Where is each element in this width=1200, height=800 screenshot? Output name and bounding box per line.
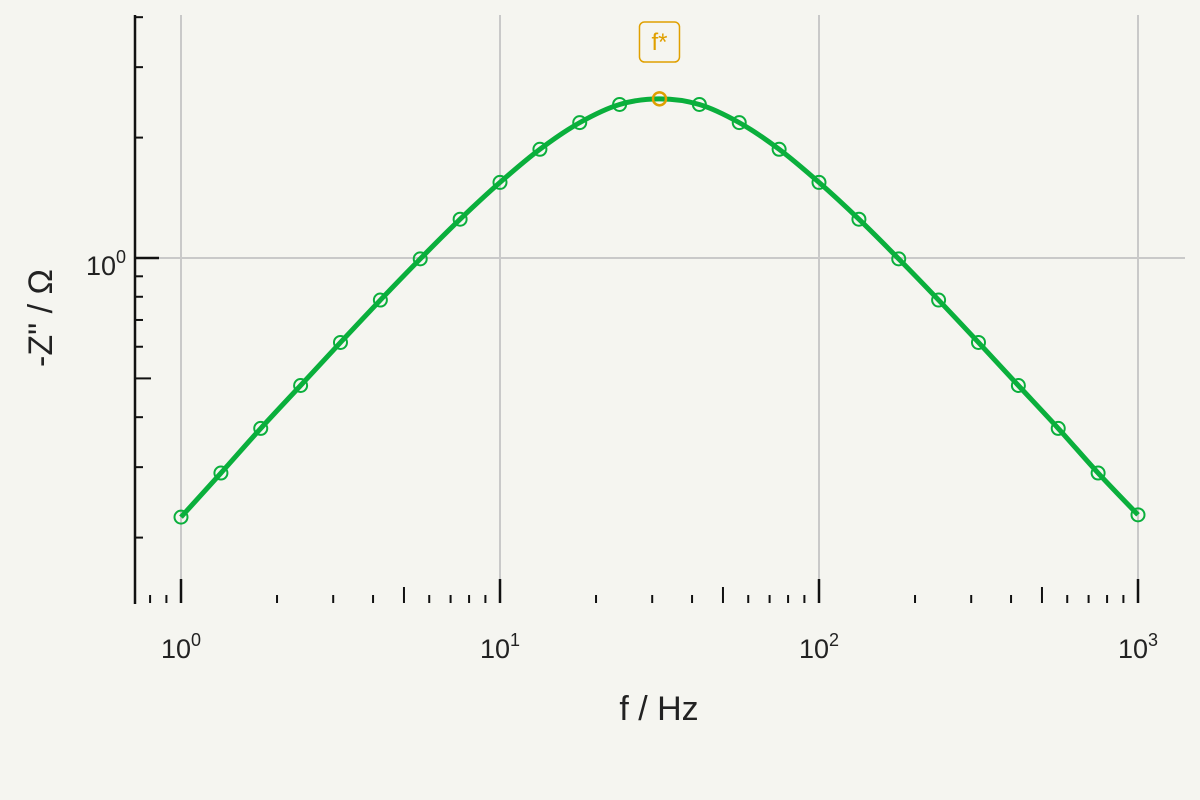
- data-point: [1010, 378, 1026, 394]
- data-point: [173, 509, 189, 525]
- series-line: [179, 96, 1140, 519]
- x-tick-label: 100: [161, 630, 201, 664]
- annotation-label: f*: [651, 29, 667, 56]
- data-point: [572, 115, 588, 131]
- data-point: [213, 465, 229, 481]
- data-point: [891, 251, 907, 267]
- data-point: [452, 211, 468, 227]
- data-point: [771, 141, 787, 157]
- data-point: [253, 420, 269, 436]
- data-point: [293, 378, 309, 394]
- series-layer: [173, 91, 1146, 525]
- data-point: [612, 96, 628, 112]
- annotation-box: [638, 21, 681, 63]
- data-point: [731, 115, 747, 131]
- peak-marker: [651, 91, 668, 107]
- data-point: [970, 334, 986, 350]
- data-point: [532, 141, 548, 157]
- data-point: [1090, 465, 1106, 481]
- data-point: [811, 174, 827, 190]
- x-tick-label: 101: [480, 630, 520, 664]
- data-point: [492, 174, 508, 190]
- y-axis-title: -Z" / Ω: [22, 269, 60, 367]
- x-tick-label: 102: [799, 630, 839, 664]
- data-point: [691, 96, 707, 112]
- data-point: [412, 251, 428, 267]
- x-tick-label: 103: [1118, 630, 1158, 664]
- data-point: [332, 334, 348, 350]
- axes: 100 101 102 103 100: [86, 15, 1158, 664]
- grid: [135, 15, 1185, 603]
- data-point: [372, 292, 388, 308]
- data-point: [1050, 420, 1066, 436]
- data-point: [1130, 507, 1146, 523]
- annotation-layer: f*: [638, 21, 681, 107]
- x-axis-title: f / Hz: [619, 690, 698, 728]
- data-point: [931, 292, 947, 308]
- data-point: [851, 211, 867, 227]
- y-tick-label: 100: [86, 247, 126, 281]
